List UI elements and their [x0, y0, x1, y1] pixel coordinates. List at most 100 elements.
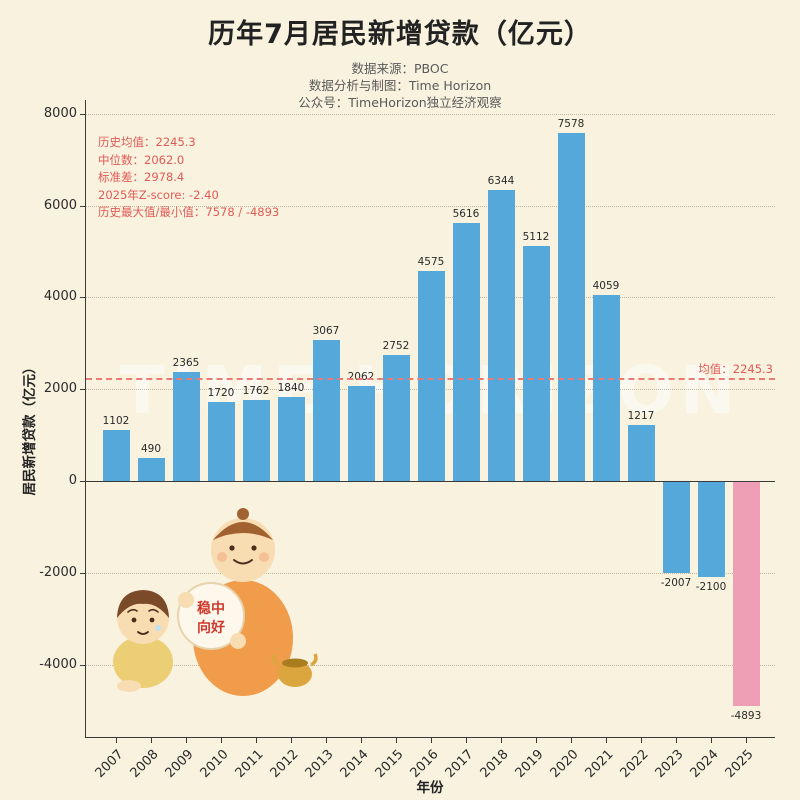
gridline-8000 — [86, 113, 775, 115]
y-tick-mark — [80, 113, 86, 115]
bar-value-label-2012: 1840 — [277, 381, 305, 394]
bar-2021 — [592, 294, 620, 481]
x-tick-mark — [221, 737, 222, 743]
bar-value-label-2008: 490 — [140, 443, 162, 456]
gridline--2000 — [86, 572, 775, 574]
bar-value-label-2009: 2365 — [172, 357, 200, 370]
bar-2008 — [137, 458, 165, 481]
x-tick-mark — [361, 737, 362, 743]
bar-value-label-2016: 4575 — [417, 255, 445, 268]
gridline-6000 — [86, 205, 775, 207]
y-tick-label-0: 0 — [68, 472, 77, 488]
subtitle-source: 数据来源：PBOC — [351, 61, 449, 76]
bar-2010 — [207, 402, 235, 481]
bar-2014 — [347, 386, 375, 481]
x-tick-mark — [326, 737, 327, 743]
bar-value-label-2021: 4059 — [592, 279, 620, 292]
stats-std: 标准差：2978.4 — [98, 170, 185, 184]
bar-value-label-2018: 6344 — [487, 174, 515, 187]
x-tick-mark — [501, 737, 502, 743]
bar-value-label-2024: -2100 — [695, 581, 727, 594]
bar-value-label-2020: 7578 — [557, 118, 585, 131]
y-tick-label-6000: 6000 — [43, 197, 77, 213]
bar-value-label-2019: 5112 — [522, 231, 550, 244]
y-tick-label-2000: 2000 — [43, 381, 77, 397]
y-tick-mark — [80, 297, 86, 299]
bar-2018 — [487, 189, 515, 481]
bar-value-label-2015: 2752 — [382, 339, 410, 352]
bar-value-label-2022: 1217 — [627, 410, 655, 423]
x-tick-mark — [571, 737, 572, 743]
bar-2017 — [452, 223, 480, 481]
bar-value-label-2025: -4893 — [730, 709, 762, 722]
x-tick-mark — [466, 737, 467, 743]
x-tick-mark — [711, 737, 712, 743]
x-tick-mark — [746, 737, 747, 743]
bar-value-label-2017: 5616 — [452, 208, 480, 221]
stats-maxmin: 历史最大值/最小值：7578 / -4893 — [98, 205, 280, 219]
bar-2024 — [697, 480, 725, 578]
bar-2013 — [312, 340, 340, 481]
bar-value-label-2011: 1762 — [242, 385, 270, 398]
bar-2009 — [172, 372, 200, 481]
bar-2022 — [627, 425, 655, 481]
y-tick-label--4000: -4000 — [39, 656, 77, 672]
x-tick-mark — [116, 737, 117, 743]
zero-axis-line — [86, 480, 775, 482]
subtitle-channel: 公众号：TimeHorizon独立经济观察 — [298, 95, 502, 110]
mascot-big-figure: 稳中 向好 — [177, 508, 318, 696]
x-tick-mark — [641, 737, 642, 743]
y-tick-mark — [80, 205, 86, 207]
mascot-sign-text-line1: 稳中 — [197, 600, 225, 617]
plot-area: TIME HORIZON 历史均值：2245.3 中位数：2062.0 标准差：… — [39, 100, 775, 781]
x-tick-mark — [151, 737, 152, 743]
bar-value-label-2010: 1720 — [207, 387, 235, 400]
y-tick-label--2000: -2000 — [39, 564, 77, 580]
mascot-sign — [177, 582, 245, 650]
mean-line — [86, 377, 775, 380]
y-axis-title: 居民新增贷款（亿元） — [22, 360, 38, 496]
bar-value-label-2023: -2007 — [660, 577, 692, 590]
stats-zscore: 2025年Z-score: -2.40 — [98, 187, 219, 202]
mascot-censer — [272, 653, 318, 687]
bar-2015 — [382, 354, 410, 481]
bar-2016 — [417, 270, 445, 481]
y-tick-mark — [80, 572, 86, 574]
x-tick-mark — [606, 737, 607, 743]
y-tick-mark — [80, 389, 86, 391]
stats-mean: 历史均值：2245.3 — [98, 135, 196, 149]
subtitle-author: 数据分析与制图：Time Horizon — [308, 78, 492, 93]
bar-2020 — [557, 133, 585, 481]
mascot-illustration: 稳中 向好 — [113, 508, 318, 696]
bar-2012 — [277, 396, 305, 481]
x-tick-mark — [256, 737, 257, 743]
bar-2011 — [242, 400, 270, 481]
stats-box: 历史均值：2245.3 中位数：2062.0 标准差：2978.4 2025年Z… — [98, 134, 279, 222]
x-tick-mark — [186, 737, 187, 743]
subtitle-block: 数据来源：PBOC 数据分析与制图：Time Horizon 公众号：TimeH… — [0, 60, 800, 111]
bar-value-label-2013: 3067 — [312, 325, 340, 338]
mascot-sign-text-line2: 向好 — [197, 619, 225, 636]
y-tick-mark — [80, 664, 86, 666]
x-tick-mark — [431, 737, 432, 743]
y-tick-mark — [80, 480, 86, 482]
gridline--4000 — [86, 664, 775, 666]
x-tick-mark — [676, 737, 677, 743]
mascot-small-figure — [113, 590, 173, 692]
x-tick-mark — [396, 737, 397, 743]
bar-2025 — [732, 480, 760, 706]
x-axis-title: 年份 — [416, 780, 444, 796]
y-tick-label-8000: 8000 — [43, 105, 77, 121]
plot-wrapper: TIME HORIZON 历史均值：2245.3 中位数：2062.0 标准差：… — [39, 100, 775, 781]
x-tick-mark — [291, 737, 292, 743]
x-tick-mark — [536, 737, 537, 743]
y-tick-label-4000: 4000 — [43, 289, 77, 305]
stats-median: 中位数：2062.0 — [98, 152, 185, 167]
bar-2023 — [662, 480, 690, 574]
page-title: 历年7月居民新增贷款（亿元） — [208, 19, 592, 50]
bar-2007 — [102, 430, 130, 481]
bar-value-label-2007: 1102 — [102, 415, 130, 428]
bar-2019 — [522, 246, 550, 481]
mean-line-label: 均值：2245.3 — [698, 361, 773, 376]
